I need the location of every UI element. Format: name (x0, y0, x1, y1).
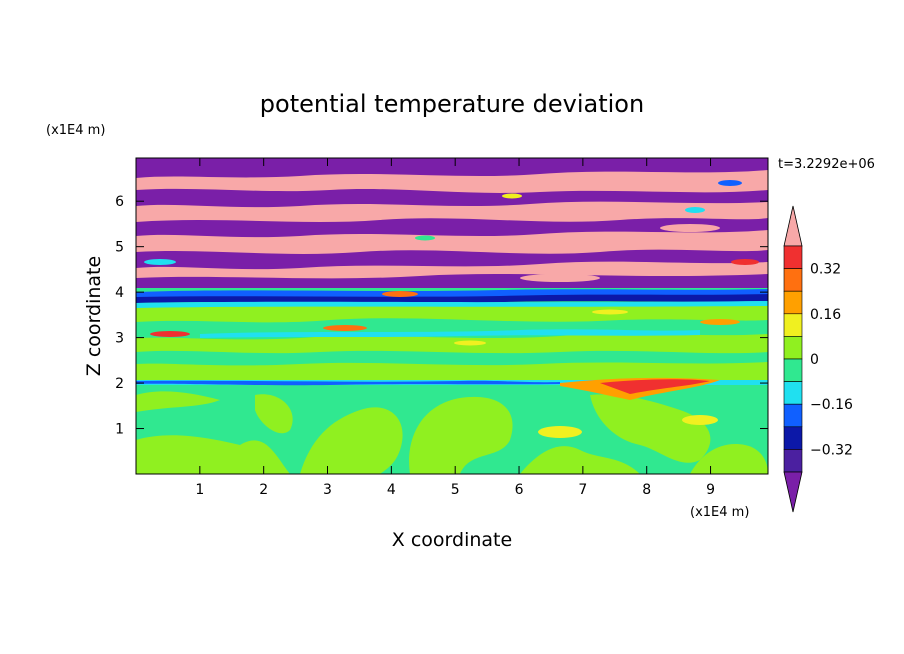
tropopause-band (136, 289, 768, 297)
x-axis-label: X coordinate (392, 529, 512, 551)
lower-blob (136, 435, 290, 474)
colorbar-label: 0.32 (810, 262, 841, 278)
colorbar-swatch (783, 426, 803, 450)
x-tick-label: 8 (642, 482, 651, 498)
x-tick-label: 2 (259, 482, 268, 498)
x-tick-label: 3 (323, 482, 332, 498)
y-tick-label: 1 (115, 422, 124, 438)
x-tick-label: 5 (451, 482, 460, 498)
upper-pink-island (520, 274, 600, 282)
colorbar-swatch (783, 358, 803, 382)
colorbar-label: −0.16 (810, 397, 853, 413)
x-tick-label: 6 (515, 482, 524, 498)
y-unit-label: (x1E4 m) (46, 123, 105, 138)
lower-yellow-patch (538, 426, 582, 438)
y-tick-label: 6 (115, 194, 124, 210)
x-tick-label: 9 (706, 482, 715, 498)
tropopause-edge (136, 301, 768, 308)
mid-band (136, 350, 768, 366)
colorbar-top-triangle (783, 205, 803, 247)
lower-blob (590, 394, 711, 463)
upper-pink-island (660, 224, 720, 232)
upper-fringe (144, 259, 176, 265)
upper-pink-island (150, 211, 190, 217)
time-label: t=3.2292e+06 (778, 157, 875, 172)
region-mid-base (136, 305, 768, 383)
x-tick-label: 4 (387, 482, 396, 498)
mid-yellow-streak (592, 309, 628, 315)
y-tick-label: 5 (115, 240, 124, 256)
lower-blob (300, 407, 403, 474)
upper-fringe (685, 207, 705, 213)
x-unit-label: (x1E4 m) (690, 505, 749, 520)
colorbar-label: −0.32 (810, 442, 853, 458)
x-tick-label: 1 (195, 482, 204, 498)
mid-orange-streak (323, 325, 367, 331)
colorbar-bottom-triangle (783, 471, 803, 513)
upper-fringe (415, 235, 435, 241)
inversion-blue (136, 380, 560, 386)
x-ticks: 1 2 3 4 5 6 7 8 9 (195, 158, 715, 498)
lower-blob (690, 444, 768, 474)
contour-field (136, 158, 768, 474)
mid-orange-streak (700, 319, 740, 325)
y-tick-label: 4 (115, 285, 124, 301)
colorbar: 0.32 0.16 0 −0.16 −0.32 (783, 205, 853, 513)
colorbar-swatch (783, 336, 803, 360)
upper-purple-streak (136, 249, 768, 270)
chart-title: potential temperature deviation (260, 90, 644, 118)
upper-purple-streak (136, 218, 768, 238)
inversion-positive-red (600, 379, 710, 394)
colorbar-swatch (783, 313, 803, 337)
y-tick-label: 3 (115, 331, 124, 347)
upper-purple-streak (136, 274, 768, 288)
x-tick-label: 7 (578, 482, 587, 498)
colorbar-swatch (783, 381, 803, 405)
y-ticks: 1 2 3 4 5 6 (115, 194, 768, 438)
mid-red-streak (150, 331, 190, 337)
upper-fringe (731, 259, 759, 265)
lower-yellow-patch (682, 415, 718, 425)
upper-fringe (502, 193, 522, 199)
plot-frame (135, 157, 769, 475)
mid-cyan-streak (200, 329, 700, 338)
mid-yellow-streak (454, 340, 486, 346)
colorbar-swatch (783, 290, 803, 315)
colorbar-swatch (783, 449, 803, 473)
upper-fringe (718, 180, 742, 186)
upper-purple-streak (136, 158, 768, 178)
colorbar-label: 0.16 (810, 307, 841, 323)
colorbar-swatch (783, 245, 803, 269)
lower-blob (255, 394, 293, 434)
lower-blob (520, 446, 640, 474)
tropopause-warm (382, 291, 418, 297)
lower-blob (136, 391, 220, 412)
y-tick-label: 2 (115, 376, 124, 392)
y-axis-label: Z coordinate (83, 256, 105, 376)
upper-purple-streak (136, 188, 768, 208)
colorbar-label: 0 (810, 352, 819, 368)
lower-blob (409, 396, 513, 474)
colorbar-swatch (783, 403, 803, 428)
colorbar-swatch (783, 268, 803, 292)
